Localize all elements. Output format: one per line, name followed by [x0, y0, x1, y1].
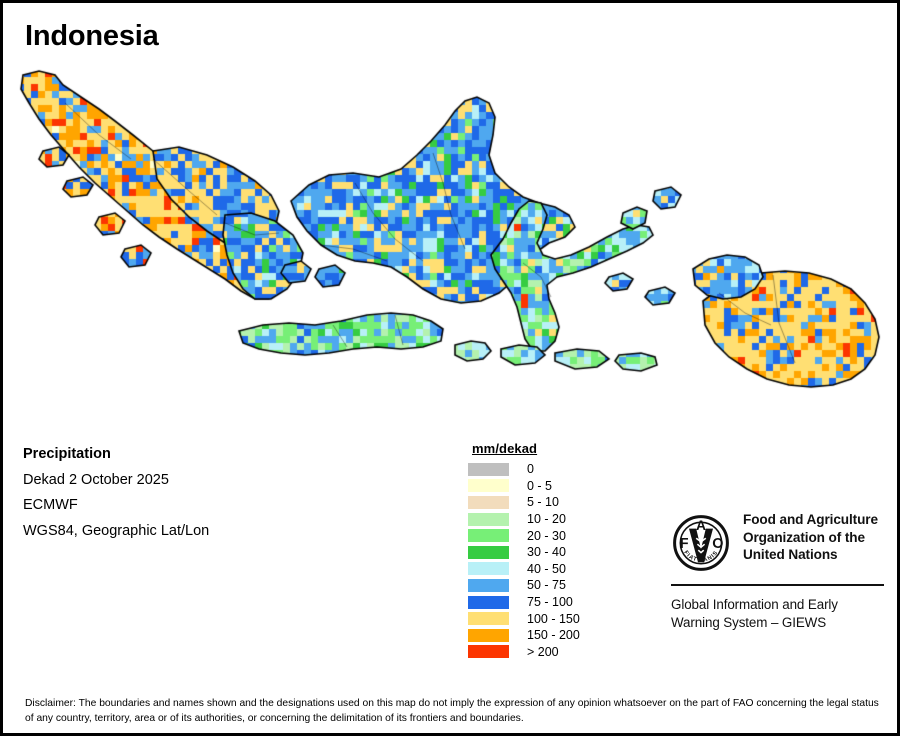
- fao-prog-line-1: Global Information and Early: [671, 597, 838, 612]
- legend-swatch: [468, 512, 509, 526]
- legend-label: > 200: [527, 644, 559, 659]
- fao-org-line-3: United Nations: [743, 547, 838, 563]
- disclaimer-text: Disclaimer: The boundaries and names sho…: [25, 698, 879, 724]
- legend-swatch: [468, 628, 509, 642]
- fao-prog-line-2: Warning System – GIEWS: [671, 614, 827, 630]
- legend-item: 50 - 75: [468, 577, 580, 594]
- legend-label: 0 - 5: [527, 478, 553, 493]
- svg-text:F: F: [680, 536, 689, 552]
- legend-label: 5 - 10: [527, 495, 559, 510]
- legend-swatch: [468, 479, 509, 493]
- info-source: ECMWF: [23, 497, 78, 513]
- legend-label: 30 - 40: [527, 545, 566, 560]
- legend-label: 100 - 150: [527, 611, 580, 626]
- legend-swatch: [468, 462, 509, 476]
- legend-item: 20 - 30: [468, 527, 580, 544]
- legend-item: 40 - 50: [468, 561, 580, 578]
- legend-swatch: [468, 595, 509, 609]
- legend-swatch: [468, 545, 509, 559]
- info-projection: WGS84, Geographic Lat/Lon: [23, 522, 210, 539]
- legend-swatch: [468, 495, 509, 509]
- legend-item: 10 - 20: [468, 511, 580, 528]
- legend-label: 50 - 75: [527, 578, 566, 593]
- fao-org-line-2: Organization of the: [743, 529, 865, 545]
- legend-swatch: [468, 578, 509, 592]
- legend-label: 40 - 50: [527, 561, 566, 576]
- legend-item: 75 - 100: [468, 594, 580, 611]
- map-info-block: Precipitation Dekad 2 October 2025 ECMWF…: [23, 446, 323, 548]
- fao-programme-name: Global Information and Early Warning Sys…: [671, 596, 886, 632]
- legend-swatch: [468, 529, 509, 543]
- svg-text:A: A: [696, 518, 706, 533]
- info-variable: Precipitation: [23, 446, 111, 462]
- fao-header: F A O FIAT PANIS Food and Agriculture Or…: [671, 511, 886, 573]
- legend-swatch: [468, 645, 509, 659]
- legend-item: 0 - 5: [468, 478, 580, 495]
- fao-branding-block: F A O FIAT PANIS Food and Agriculture Or…: [671, 511, 886, 632]
- fao-org-line-1: Food and Agriculture: [743, 512, 878, 527]
- map-raster-canvas: [3, 63, 897, 423]
- legend-label: 0: [527, 462, 534, 477]
- fao-logo-icon: F A O FIAT PANIS: [673, 515, 729, 571]
- legend-item: 100 - 150: [468, 610, 580, 627]
- page-title: Indonesia: [25, 20, 159, 52]
- svg-text:O: O: [712, 536, 723, 552]
- legend-item: 30 - 40: [468, 544, 580, 561]
- precipitation-map: [3, 63, 897, 423]
- legend-swatch: [468, 612, 509, 626]
- fao-organization-name: Food and Agriculture Organization of the…: [743, 511, 878, 564]
- legend-label: 75 - 100: [527, 595, 573, 610]
- legend-label: 20 - 30: [527, 528, 566, 543]
- legend-title: mm/dekad: [472, 441, 538, 456]
- legend-swatch: [468, 562, 509, 576]
- legend-item: 5 - 10: [468, 494, 580, 511]
- legend-item: 0: [468, 461, 580, 478]
- legend-label: 10 - 20: [527, 512, 566, 527]
- legend-item: 150 - 200: [468, 627, 580, 644]
- info-period: Dekad 2 October 2025: [23, 471, 169, 488]
- legend-item: > 200: [468, 644, 580, 661]
- legend-label: 150 - 200: [527, 628, 580, 643]
- fao-divider: [671, 584, 884, 586]
